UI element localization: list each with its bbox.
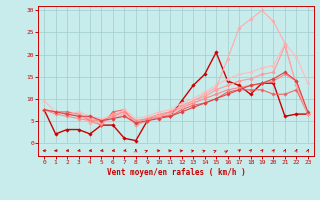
Bar [38,143,314,156]
X-axis label: Vent moyen/en rafales ( km/h ): Vent moyen/en rafales ( km/h ) [107,168,245,177]
